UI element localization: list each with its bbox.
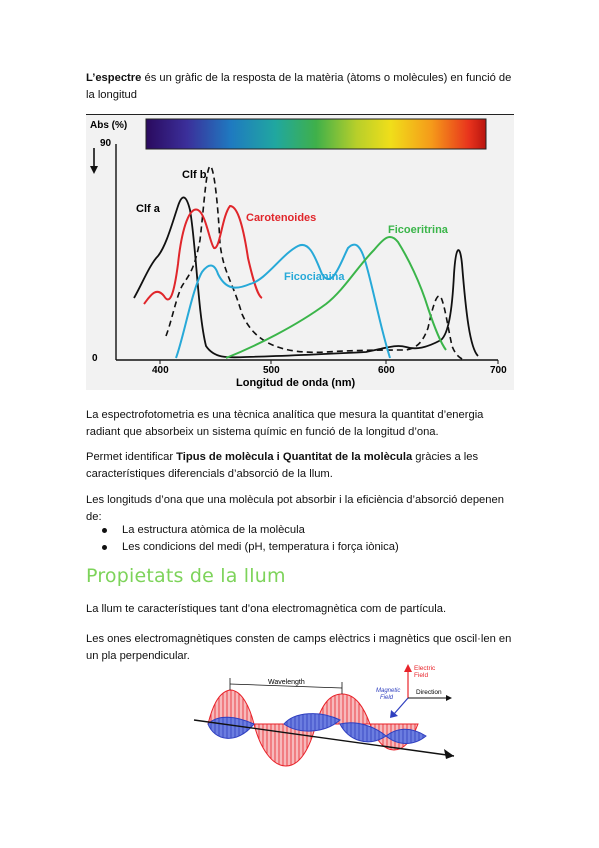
x-tick-700: 700 bbox=[490, 365, 507, 376]
intro-paragraph: L’espectre és un gràfic de la resposta d… bbox=[86, 70, 516, 104]
y-axis-label: Abs (%) bbox=[90, 120, 127, 131]
x-tick-400: 400 bbox=[152, 365, 169, 376]
list-item-text: La estructura atòmica de la molècula bbox=[122, 524, 305, 536]
field-axes-icon bbox=[390, 664, 452, 718]
bullet-icon bbox=[102, 545, 107, 550]
magnetic-field-label-1: Magnetic bbox=[376, 688, 400, 694]
paragraph-ones: Les ones electromagnètiques consten de c… bbox=[86, 633, 512, 662]
clf-a-curve bbox=[133, 196, 479, 359]
ficocianina-curve bbox=[175, 243, 391, 359]
intro-term: L’espectre bbox=[86, 72, 142, 84]
y-arrow-icon bbox=[90, 148, 98, 174]
ficoeritrina-curve bbox=[225, 235, 447, 359]
bullet-icon bbox=[102, 528, 107, 533]
absorption-spectrum-figure: Abs (%) 90 0 400 500 600 700 Longitud de… bbox=[86, 114, 514, 390]
label-clf-a: Clf a bbox=[136, 203, 161, 215]
label-ficocianina: Ficocianina bbox=[284, 271, 345, 283]
x-tick-600: 600 bbox=[378, 365, 395, 376]
list-item-text: Les condicions del medi (pH, temperatura… bbox=[122, 541, 399, 553]
wavelength-label: Wavelength bbox=[268, 679, 305, 686]
y-tick-90: 90 bbox=[100, 138, 112, 149]
intro-text: és un gràfic de la resposta de la matèri… bbox=[86, 72, 512, 101]
label-clf-b: Clf b bbox=[182, 169, 207, 181]
identificar-prefix: Permet identificar bbox=[86, 451, 177, 463]
electric-field-label-1: Electric bbox=[414, 665, 436, 672]
label-ficoeritrina: Ficoeritrina bbox=[388, 224, 449, 236]
electric-field-label-2: Field bbox=[414, 672, 428, 679]
section-heading: Propietats de la llum bbox=[86, 565, 286, 587]
electric-wave-lobe bbox=[207, 689, 255, 725]
identificar-bold: Tipus de molècula i Quantitat de la molè… bbox=[176, 451, 413, 463]
y-tick-0: 0 bbox=[92, 353, 98, 364]
propagation-arrow-icon bbox=[193, 719, 455, 759]
direction-label: Direction bbox=[416, 689, 442, 696]
identificar-suffix: gràcies a les característiques diferenci… bbox=[86, 451, 479, 480]
paragraph-longituds: Les longituds d’ona que una molècula pot… bbox=[86, 494, 504, 523]
paragraph-identificar: Permet identificar Tipus de molècula i Q… bbox=[86, 449, 516, 483]
magnetic-wave-lobe bbox=[207, 716, 255, 739]
x-tick-500: 500 bbox=[263, 365, 280, 376]
carotenoides-curve bbox=[143, 204, 263, 305]
figure-background bbox=[86, 114, 514, 390]
wavelength-marker bbox=[229, 678, 343, 694]
magnetic-wave-lobe bbox=[283, 713, 341, 732]
paragraph-espectrofotometria: La espectrofotometria es una tècnica ana… bbox=[86, 409, 484, 438]
label-carotenoides: Carotenoides bbox=[246, 212, 316, 224]
x-tick-marks bbox=[159, 360, 499, 364]
magnetic-wave-lobe bbox=[385, 728, 427, 744]
visible-spectrum-bar bbox=[145, 118, 487, 150]
em-wave-figure: Wavelength Electric Field Magnetic Field… bbox=[193, 664, 455, 767]
paragraph-llum: La llum te característiques tant d’ona e… bbox=[86, 603, 447, 615]
clf-b-curve bbox=[165, 165, 465, 361]
x-axis-label: Longitud de onda (nm) bbox=[236, 377, 355, 389]
magnetic-field-label-2: Field bbox=[380, 695, 394, 701]
